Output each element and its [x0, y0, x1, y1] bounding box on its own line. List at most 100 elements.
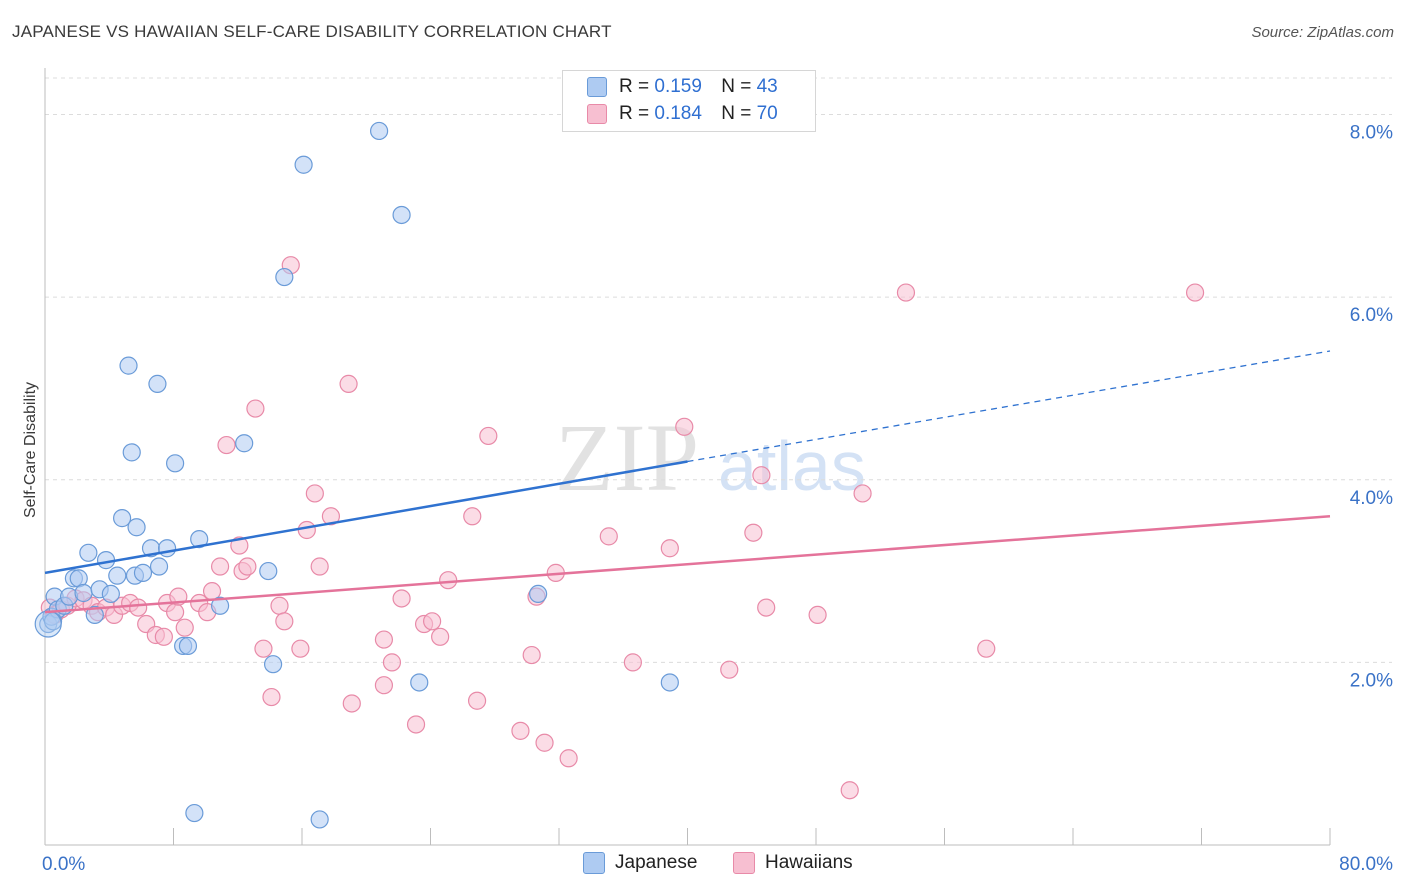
hawaiians-n-label: N =: [721, 103, 752, 124]
japanese-trend-line: [44, 460, 688, 575]
japanese-point: [185, 803, 204, 823]
japanese-trend-extension: [687, 350, 1331, 463]
hawaiian-point: [275, 612, 294, 631]
japanese-point: [190, 530, 209, 549]
stats-legend: R = 0.159 N = 43 R = 0.184 N = 70: [562, 70, 816, 132]
hawaiian-point: [675, 417, 694, 436]
axes: [44, 68, 1331, 846]
japanese-point: [178, 636, 198, 656]
hawaiian-point: [310, 557, 329, 576]
hawaiian-point: [270, 596, 289, 615]
tick-labels: 2.0% 4.0% 6.0% 8.0% 0.0% 80.0%: [42, 123, 1393, 875]
y-tick-label: 4.0%: [1350, 488, 1393, 509]
x-tick-label-min: 0.0%: [42, 854, 85, 875]
hawaiian-point: [305, 484, 324, 503]
hawaiian-point: [479, 426, 498, 446]
bottom-legend-japanese: Japanese: [583, 852, 697, 874]
hawaiian-point: [321, 507, 341, 526]
hawaiians-r-label: R =: [619, 103, 650, 124]
hawaiian-point: [154, 627, 173, 646]
japanese-point: [74, 583, 93, 603]
legend-row-hawaiians: R = 0.184 N = 70: [587, 103, 778, 127]
japanese-point: [166, 454, 185, 473]
japanese-point: [85, 605, 104, 625]
watermark: ZIP atlas: [555, 404, 866, 511]
japanese-point: [263, 655, 283, 674]
japanese-point: [149, 557, 169, 576]
hawaiian-point: [166, 603, 185, 622]
hawaiians-legend-swatch: [733, 852, 755, 874]
hawaiian-point: [230, 536, 249, 555]
hawaiian-point: [217, 435, 236, 455]
hawaiian-point: [129, 598, 148, 617]
hawaiian-points: [40, 256, 1205, 800]
hawaiians-n-value: 70: [756, 103, 778, 124]
hawaiian-point: [246, 399, 265, 418]
hawaiian-point: [374, 676, 394, 695]
hawaiian-point: [291, 639, 310, 658]
hawaiian-point: [463, 507, 482, 526]
hawaiian-point: [254, 639, 273, 658]
japanese-point: [392, 205, 411, 225]
japanese-legend-label: Japanese: [615, 852, 698, 873]
japanese-point: [157, 539, 177, 558]
chart-title: JAPANESE VS HAWAIIAN SELF-CARE DISABILIT…: [12, 22, 612, 41]
japanese-point: [79, 543, 98, 562]
japanese-n-value: 43: [756, 76, 778, 97]
hawaiians-r-value: 0.184: [654, 103, 702, 124]
japanese-r-label: R =: [619, 76, 650, 97]
hawaiian-point: [374, 630, 394, 649]
hawaiian-point: [238, 557, 257, 576]
japanese-point: [660, 673, 679, 692]
x-tick-label-max: 80.0%: [1339, 854, 1393, 875]
japanese-points: [34, 121, 679, 829]
japanese-point: [259, 561, 278, 581]
japanese-n-label: N =: [721, 76, 752, 97]
japanese-point: [122, 443, 141, 462]
hawaiian-point: [853, 484, 872, 503]
hawaiian-point: [535, 733, 554, 752]
hawaiian-point: [431, 627, 450, 646]
japanese-point-large: [34, 610, 62, 638]
hawaiian-point: [660, 539, 679, 558]
y-tick-label: 2.0%: [1350, 670, 1393, 691]
hawaiian-point: [392, 589, 411, 608]
japanese-point: [108, 566, 127, 585]
hawaiian-point: [720, 660, 739, 679]
hawaiian-point: [175, 618, 194, 637]
hawaiian-point: [522, 645, 541, 665]
japanese-point: [127, 518, 146, 537]
hawaiian-point: [439, 571, 458, 590]
japanese-point: [410, 673, 429, 692]
bottom-legend-hawaiians: Hawaiians: [733, 852, 853, 874]
source-label: Source: ZipAtlas.com: [1251, 24, 1394, 41]
japanese-point: [210, 596, 230, 615]
hawaiian-point: [1185, 283, 1205, 302]
hawaiian-point: [599, 527, 618, 546]
hawaiian-point: [467, 691, 487, 710]
hawaiian-point: [977, 639, 996, 658]
japanese-point: [101, 584, 120, 603]
hawaiian-point: [297, 520, 316, 540]
japanese-point: [119, 356, 138, 375]
hawaiian-point: [210, 557, 230, 576]
japanese-point: [133, 563, 153, 582]
y-tick-label: 8.0%: [1350, 123, 1393, 144]
hawaiian-point: [559, 749, 578, 768]
hawaiian-point: [406, 715, 426, 734]
japanese-point: [275, 267, 294, 287]
japanese-r-value: 0.159: [654, 76, 702, 97]
japanese-point: [529, 584, 548, 603]
japanese-swatch: [587, 77, 607, 97]
watermark-zip: ZIP: [555, 404, 699, 511]
japanese-point: [148, 374, 167, 393]
japanese-point: [370, 121, 389, 141]
japanese-point: [112, 509, 132, 528]
legend-row-japanese: R = 0.159 N = 43: [587, 76, 778, 100]
hawaiian-trend-line: [44, 515, 1331, 614]
hawaiian-point: [382, 653, 402, 672]
y-tick-label: 6.0%: [1350, 305, 1393, 326]
hawaiian-point: [757, 598, 776, 617]
hawaiian-point: [623, 653, 642, 672]
